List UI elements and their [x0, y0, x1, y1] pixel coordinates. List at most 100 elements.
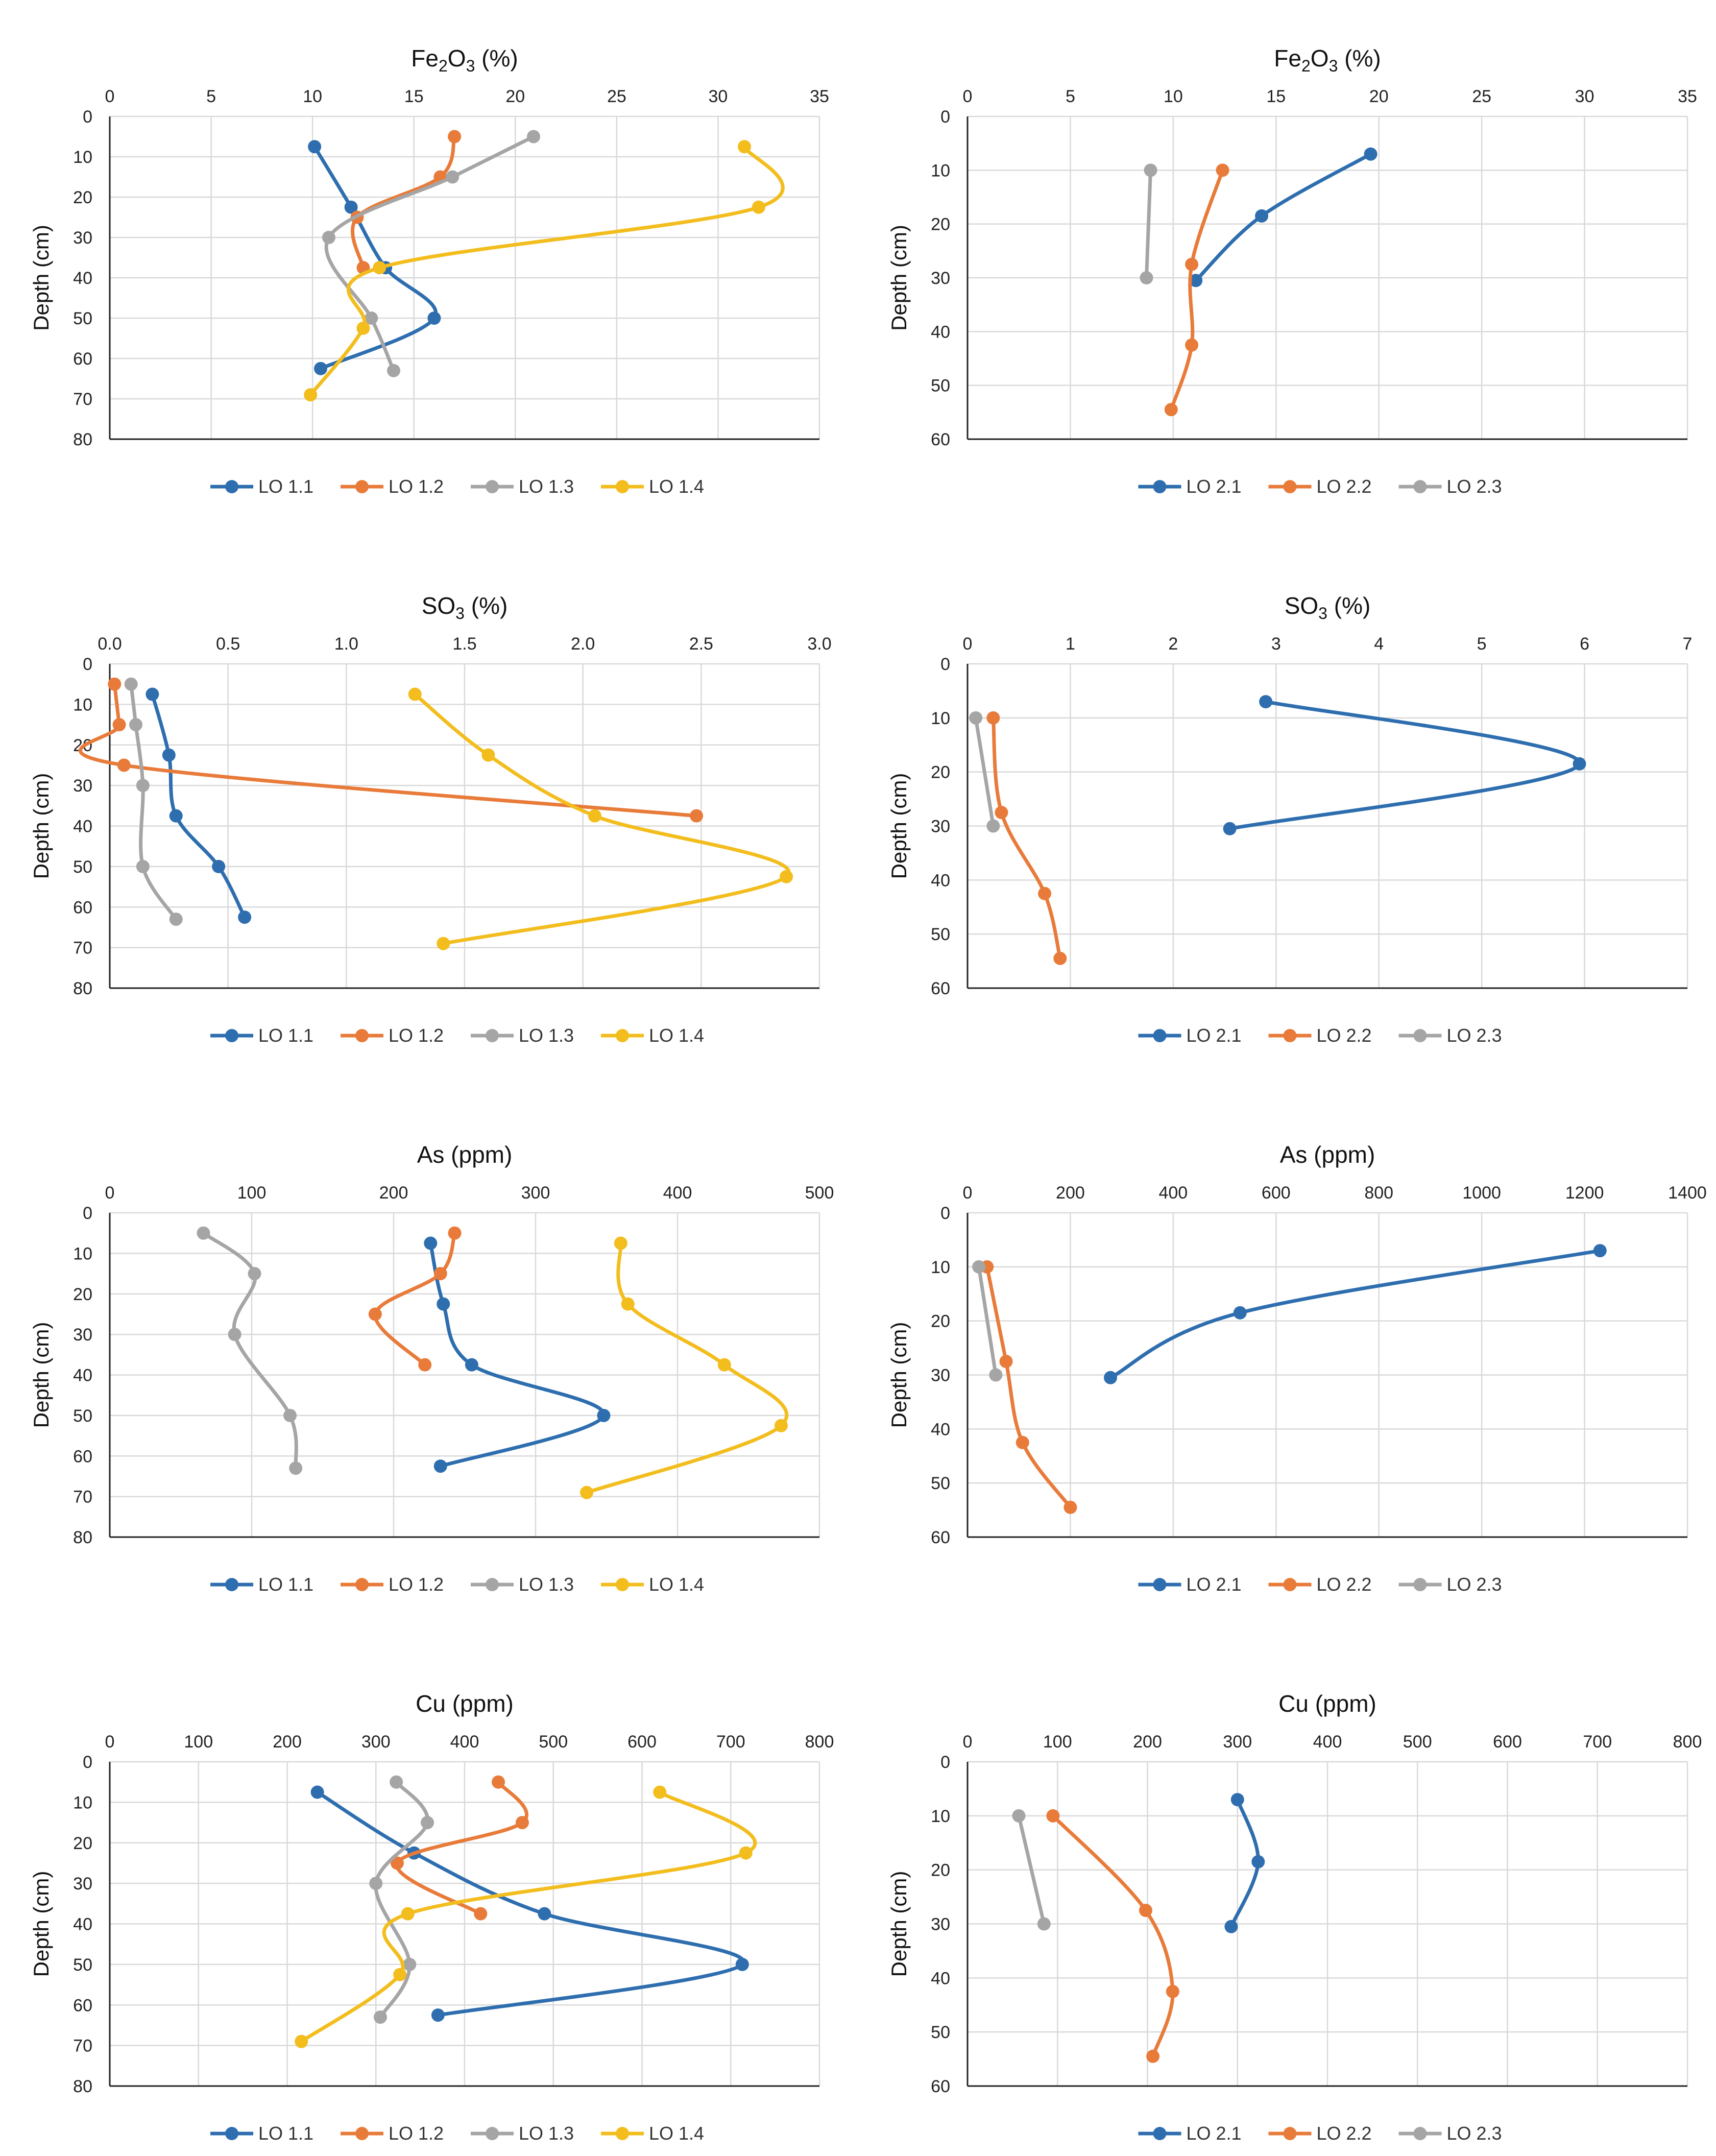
y-axis-label: Depth (cm)	[887, 225, 911, 331]
data-point	[1593, 1244, 1607, 1258]
y-tick-label: 40	[931, 1420, 950, 1439]
x-tick-label: 700	[1583, 1732, 1612, 1752]
y-tick-label: 10	[73, 1244, 92, 1263]
legend-label: LO 2.1	[1187, 1025, 1242, 1046]
data-point	[1185, 257, 1199, 271]
legend-item: LO 1.4	[601, 1025, 704, 1046]
data-point	[1189, 274, 1203, 288]
chart-title: As (ppm)	[417, 1141, 513, 1168]
x-tick-label: 3.0	[807, 634, 831, 654]
legend-marker	[1413, 2127, 1427, 2140]
legend-item: LO 2.1	[1138, 1025, 1242, 1046]
data-point	[1364, 147, 1377, 161]
y-tick-label: 50	[73, 309, 92, 328]
legend-marker	[616, 1578, 629, 1591]
data-point	[999, 1355, 1013, 1369]
legend-marker	[486, 480, 499, 493]
y-tick-label: 0	[83, 655, 92, 674]
x-tick-label: 30	[1575, 87, 1594, 106]
legend-label: LO 1.4	[649, 2123, 704, 2144]
data-point	[373, 261, 386, 275]
series-line-LO-1-3	[324, 135, 536, 373]
data-point	[197, 1226, 210, 1240]
data-point	[212, 859, 226, 873]
x-tick-label: 10	[1164, 87, 1183, 106]
x-tick-label: 15	[1266, 87, 1286, 106]
y-tick-label: 30	[73, 228, 92, 248]
legend-marker	[1153, 1029, 1167, 1042]
data-point	[1164, 403, 1178, 417]
legend-item: LO 1.3	[471, 1574, 574, 1595]
series-line-LO-2-3	[977, 1265, 998, 1377]
data-point	[162, 748, 176, 762]
x-tick-label: 800	[805, 1732, 834, 1752]
legend-marker	[1413, 480, 1427, 493]
x-tick-label: 1	[1066, 634, 1075, 654]
chart-7: 0 100 200 300 400 500 600 700 800 0 10 20 30 40 50 60 70…	[29, 1690, 834, 2144]
legend-label: LO 1.4	[649, 1025, 704, 1046]
legend-label: LO 1.1	[258, 1574, 313, 1595]
data-point	[393, 1968, 407, 1981]
legend-item: LO 1.3	[471, 2123, 574, 2144]
data-point	[597, 1408, 611, 1422]
legend-label: LO 2.1	[1187, 476, 1242, 497]
data-point	[717, 1358, 731, 1372]
y-tick-label: 70	[73, 939, 92, 958]
x-tick-label: 0	[105, 1183, 115, 1203]
data-point	[1224, 1920, 1238, 1933]
y-tick-label: 10	[931, 709, 950, 728]
legend-marker	[1283, 480, 1297, 493]
legend-item: LO 1.3	[471, 1025, 574, 1046]
chart-title: Cu (ppm)	[416, 1690, 514, 1717]
legend-marker	[225, 1578, 238, 1591]
data-point	[1140, 271, 1153, 284]
data-point	[401, 1907, 415, 1921]
data-point	[368, 1307, 382, 1321]
data-point	[774, 1419, 788, 1432]
x-tick-label: 100	[184, 1732, 213, 1752]
legend-item: LO 1.4	[601, 2123, 704, 2144]
chart-title: Fe2O3 (%)	[411, 45, 518, 75]
legend-item: LO 2.2	[1268, 476, 1372, 497]
legend-marker	[486, 1029, 499, 1042]
legend-marker	[355, 1578, 369, 1591]
x-tick-label: 5	[206, 87, 216, 106]
data-point	[390, 1856, 404, 1870]
data-point	[238, 911, 252, 924]
x-tick-label: 2	[1168, 634, 1178, 654]
legend-marker	[355, 480, 369, 493]
legend-marker	[225, 2127, 238, 2140]
y-tick-label: 20	[931, 763, 950, 782]
series-line-LO-2-2	[991, 716, 1062, 961]
x-tick-label: 400	[450, 1732, 479, 1752]
data-point	[295, 2034, 308, 2048]
series-line-LO-1-2	[350, 135, 456, 270]
y-tick-label: 80	[73, 979, 92, 998]
data-point	[424, 1236, 438, 1250]
y-axis-label: Depth (cm)	[887, 773, 911, 879]
data-point	[1038, 887, 1052, 900]
data-point	[304, 388, 318, 402]
x-tick-label: 500	[539, 1732, 568, 1752]
data-point	[427, 312, 441, 325]
data-point	[752, 200, 765, 214]
y-tick-label: 50	[931, 376, 950, 396]
data-point	[403, 1957, 417, 1971]
x-tick-label: 300	[521, 1183, 550, 1203]
y-tick-label: 30	[73, 776, 92, 796]
data-point	[344, 200, 358, 214]
x-tick-label: 10	[303, 87, 322, 106]
data-point	[117, 758, 131, 772]
data-point	[1216, 163, 1229, 177]
data-point	[739, 1846, 753, 1860]
x-tick-label: 200	[1133, 1732, 1162, 1752]
y-tick-label: 70	[73, 2037, 92, 2056]
data-point	[108, 677, 122, 691]
x-tick-label: 0	[963, 634, 973, 654]
y-tick-label: 70	[73, 1488, 92, 1507]
y-tick-label: 60	[931, 979, 950, 998]
data-point	[465, 1358, 478, 1372]
x-tick-label: 300	[1223, 1732, 1252, 1752]
chart-1: 0 5 10 15 20 25 30 35 0 10 20 30 40 50 60 70 80 Fe2O3 (%)…	[29, 45, 829, 497]
